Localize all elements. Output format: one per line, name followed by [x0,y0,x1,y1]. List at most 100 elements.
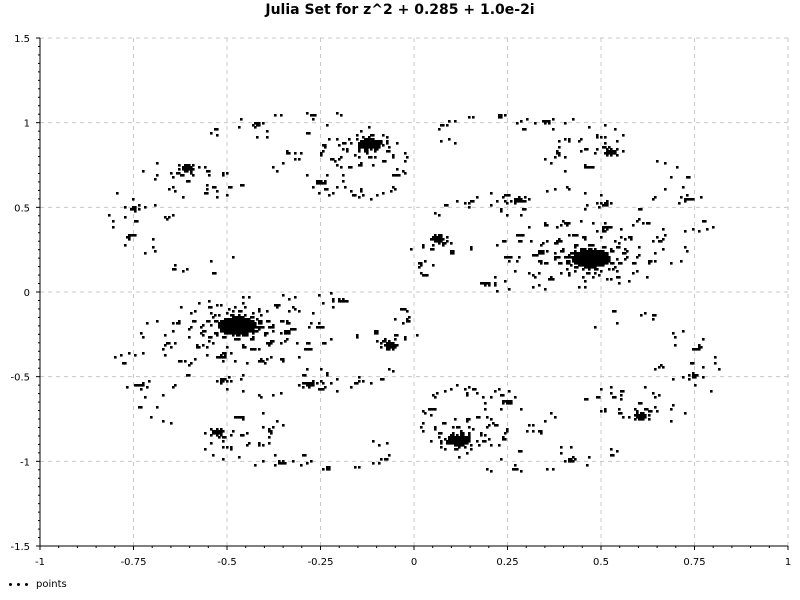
data-point [554,258,557,261]
data-point [598,274,601,277]
data-point [514,202,517,205]
data-point [336,378,339,381]
data-point [584,248,587,251]
y-tick-label: -1.5 [10,542,30,553]
data-point [504,240,507,243]
data-point [318,192,321,195]
data-point [604,256,607,259]
data-point [496,290,499,293]
data-point [360,164,363,167]
data-point [468,426,471,429]
data-point [266,130,269,133]
data-point [554,416,557,419]
data-point [222,458,225,461]
data-point [144,396,147,399]
data-point [248,328,251,331]
data-point [542,120,545,123]
data-point [322,342,325,345]
data-point [420,426,423,429]
data-point [596,136,599,139]
data-point [286,322,289,325]
data-point [234,338,237,341]
data-point [494,284,497,287]
data-point [232,328,235,331]
data-point [202,324,205,327]
data-point [604,152,607,155]
data-point [386,140,389,143]
data-point [484,434,487,437]
data-point [234,322,237,325]
data-point [424,274,427,277]
data-point [500,408,503,411]
data-point [524,196,527,199]
data-point [580,254,583,257]
legend-label: points [36,578,67,590]
data-point [146,322,149,325]
data-point [154,204,157,207]
data-point [440,234,443,237]
data-point [678,202,681,205]
data-point [660,364,663,367]
data-point [432,264,435,267]
data-point [252,336,255,339]
data-point [624,238,627,241]
data-point [330,158,333,161]
data-point [316,382,319,385]
data-point [486,468,489,471]
data-point [434,240,437,243]
data-point [478,416,481,419]
data-point [566,186,569,189]
data-point [604,124,607,127]
data-point [232,316,235,319]
data-point [378,140,381,143]
data-point [250,324,253,327]
data-point [570,252,573,255]
data-point [524,200,527,203]
x-tick-label: -0.25 [308,557,334,568]
data-point [558,152,561,155]
data-point [480,434,483,437]
data-point [224,356,227,359]
data-point [332,158,335,161]
data-point [240,332,243,335]
data-point [632,262,635,265]
data-point [542,252,545,255]
data-point [616,154,619,157]
data-point [138,208,141,211]
data-point [502,240,505,243]
data-point [688,374,691,377]
data-point [224,332,227,335]
data-point [356,334,359,337]
data-point [574,254,577,257]
data-point [628,236,631,239]
data-point [184,166,187,169]
data-point [232,324,235,327]
data-point [622,134,625,137]
data-point [214,430,217,433]
data-point [598,206,601,209]
data-point [540,250,543,253]
data-point [182,166,185,169]
data-point [584,208,587,211]
data-point [218,314,221,317]
data-point [346,148,349,151]
data-point [566,268,569,271]
data-point [206,170,209,173]
data-point [604,230,607,233]
data-point [394,188,397,191]
data-point [272,426,275,429]
data-point [712,226,715,229]
data-point [606,200,609,203]
data-point [394,174,397,177]
data-point [506,256,509,259]
data-point [246,328,249,331]
data-point [590,252,593,255]
data-point [584,238,587,241]
data-point [392,344,395,347]
data-point [338,298,341,301]
data-point [362,142,365,145]
data-point [232,334,235,337]
data-point [368,136,371,139]
data-point [382,192,385,195]
data-point [224,324,227,327]
